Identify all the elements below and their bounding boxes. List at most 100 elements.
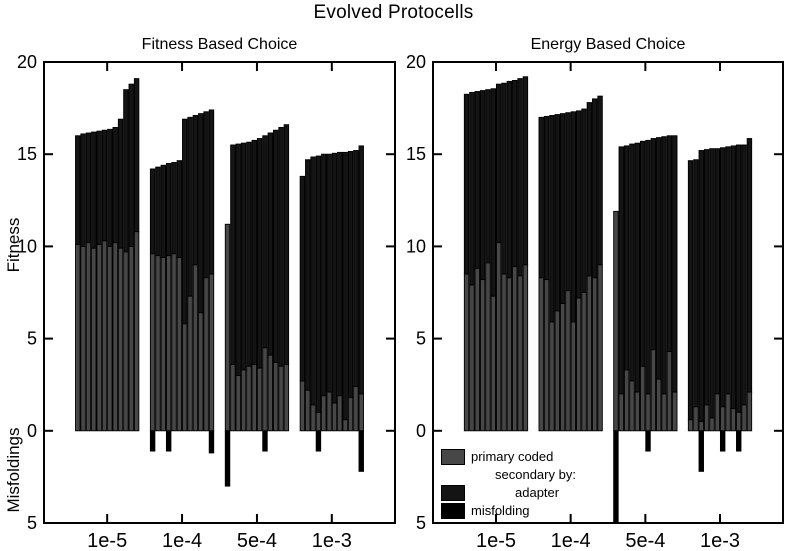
bar-segment-primary bbox=[714, 393, 721, 432]
bar-segment-adapter bbox=[75, 135, 81, 246]
bar-segment-primary bbox=[725, 393, 731, 432]
x-tick-label: 1e-5 bbox=[87, 530, 127, 551]
bar-segment-primary bbox=[192, 264, 199, 432]
legend-label: misfolding bbox=[471, 503, 530, 518]
bar-segment-adapter bbox=[714, 148, 721, 395]
bar-segment-primary bbox=[613, 210, 619, 432]
bar-segment-adapter bbox=[251, 139, 257, 365]
bar-segment-misfolding bbox=[645, 430, 651, 452]
adapter-swatch bbox=[441, 484, 465, 501]
bar-group-5e-4 bbox=[613, 135, 678, 524]
bar-segment-adapter bbox=[192, 115, 199, 266]
bar-segment-adapter bbox=[661, 136, 667, 395]
bar-segment-primary bbox=[581, 292, 587, 432]
bar-segment-adapter bbox=[203, 111, 209, 279]
bar-segment-primary bbox=[517, 275, 523, 432]
bar-segment-adapter bbox=[187, 116, 193, 297]
bar-segment-primary bbox=[187, 295, 193, 432]
bar-segment-primary bbox=[485, 262, 491, 432]
bar-segment-primary bbox=[262, 347, 268, 432]
bar-segment-adapter bbox=[656, 137, 662, 380]
bar-segment-adapter bbox=[746, 138, 753, 393]
bar-segment-adapter bbox=[730, 145, 737, 410]
bar-segment-adapter bbox=[490, 88, 497, 297]
bar-segment-adapter bbox=[645, 139, 651, 395]
x-tick-label: 1e-3 bbox=[700, 530, 740, 551]
bar-segment-primary bbox=[337, 395, 343, 432]
chart-title: Evolved Protocells bbox=[313, 2, 474, 23]
bar-segment-adapter bbox=[155, 166, 161, 257]
bar-segment-primary bbox=[469, 284, 475, 432]
bar-segment-adapter bbox=[91, 131, 97, 249]
bar-segment-primary bbox=[639, 365, 646, 432]
bar-segment-adapter bbox=[666, 135, 673, 352]
bar-segment-primary bbox=[634, 391, 641, 432]
x-tick-label: 5e-4 bbox=[625, 530, 665, 551]
bar-segment-primary bbox=[666, 351, 673, 432]
bar-segment-misfolding bbox=[224, 430, 231, 487]
x-tick-label: 1e-4 bbox=[551, 530, 591, 551]
bar-segment-adapter bbox=[629, 143, 635, 382]
bar-segment-adapter bbox=[479, 90, 486, 281]
bar-segment-primary bbox=[80, 245, 86, 432]
bar-segment-misfolding bbox=[736, 430, 742, 452]
misfoldings-axis-label: Misfoldings bbox=[4, 427, 23, 513]
bar-segment-adapter bbox=[495, 83, 502, 244]
bar-segment-misfolding bbox=[315, 430, 322, 452]
bar-segment-adapter bbox=[315, 155, 322, 413]
bar-segment-primary bbox=[730, 408, 737, 432]
bar-segment-adapter bbox=[342, 151, 348, 421]
bar-segment-adapter bbox=[96, 130, 102, 246]
bar-segment-adapter bbox=[623, 145, 630, 371]
bar-segment-primary bbox=[182, 323, 188, 432]
bar-segment-primary bbox=[326, 391, 332, 432]
bar-segment-adapter bbox=[272, 129, 279, 364]
bar-segment-adapter bbox=[469, 91, 475, 286]
bar-segment-primary bbox=[278, 365, 284, 432]
bar-segment-adapter bbox=[321, 153, 327, 397]
bar-segment-primary bbox=[565, 290, 571, 432]
bar-segment-primary bbox=[463, 273, 470, 432]
bar-segment-primary bbox=[495, 242, 502, 432]
bar-segment-primary bbox=[112, 242, 118, 432]
bar-segment-misfolding bbox=[262, 430, 268, 452]
bar-segment-adapter bbox=[517, 78, 523, 277]
bar-segment-adapter bbox=[278, 127, 284, 367]
bar-segment-primary bbox=[629, 380, 635, 432]
bar-segment-adapter bbox=[703, 149, 710, 406]
bar-group-5e-4 bbox=[224, 124, 290, 487]
bar-segment-primary bbox=[559, 303, 566, 432]
bar-segment-adapter bbox=[337, 151, 343, 397]
bar-segment-adapter bbox=[549, 115, 555, 323]
y-tick-label: 0 bbox=[416, 421, 426, 441]
fitness-plot: 20 15 10 5 0 5 1e-5 1e-4 5e-4 1e-3 bbox=[17, 52, 396, 551]
bar-segment-primary bbox=[672, 391, 678, 432]
bar-segment-primary bbox=[91, 247, 97, 432]
bar-segment-primary bbox=[501, 273, 507, 432]
bar-segment-adapter bbox=[85, 132, 92, 244]
legend-item-misfolding: misfolding bbox=[441, 502, 576, 519]
bar-segment-primary bbox=[623, 369, 630, 432]
bar-segment-primary bbox=[305, 389, 311, 432]
bar-segment-primary bbox=[353, 386, 359, 432]
bar-segment-primary bbox=[506, 277, 513, 432]
bar-segment-adapter bbox=[463, 93, 470, 275]
bar-segment-adapter bbox=[80, 133, 86, 247]
bar-segment-adapter bbox=[283, 124, 290, 365]
bar-segment-adapter bbox=[543, 115, 550, 281]
bar-segment-misfolding bbox=[613, 430, 619, 524]
bar-segment-primary bbox=[656, 378, 662, 432]
bar-segment-primary bbox=[123, 251, 129, 432]
bar-segment-primary bbox=[240, 369, 247, 432]
bar-segment-adapter bbox=[123, 89, 129, 253]
bar-segment-adapter bbox=[149, 168, 156, 255]
bar-segment-adapter bbox=[736, 144, 742, 413]
y-tick-label: 10 bbox=[17, 236, 37, 256]
bar-segment-adapter bbox=[240, 142, 247, 371]
bar-segment-primary bbox=[479, 279, 486, 432]
bar-segment-primary bbox=[251, 363, 257, 432]
bar-segment-primary bbox=[310, 404, 316, 432]
bar-segment-adapter bbox=[634, 142, 641, 393]
bar-segment-misfolding bbox=[698, 430, 704, 472]
bar-segment-primary bbox=[543, 279, 550, 432]
